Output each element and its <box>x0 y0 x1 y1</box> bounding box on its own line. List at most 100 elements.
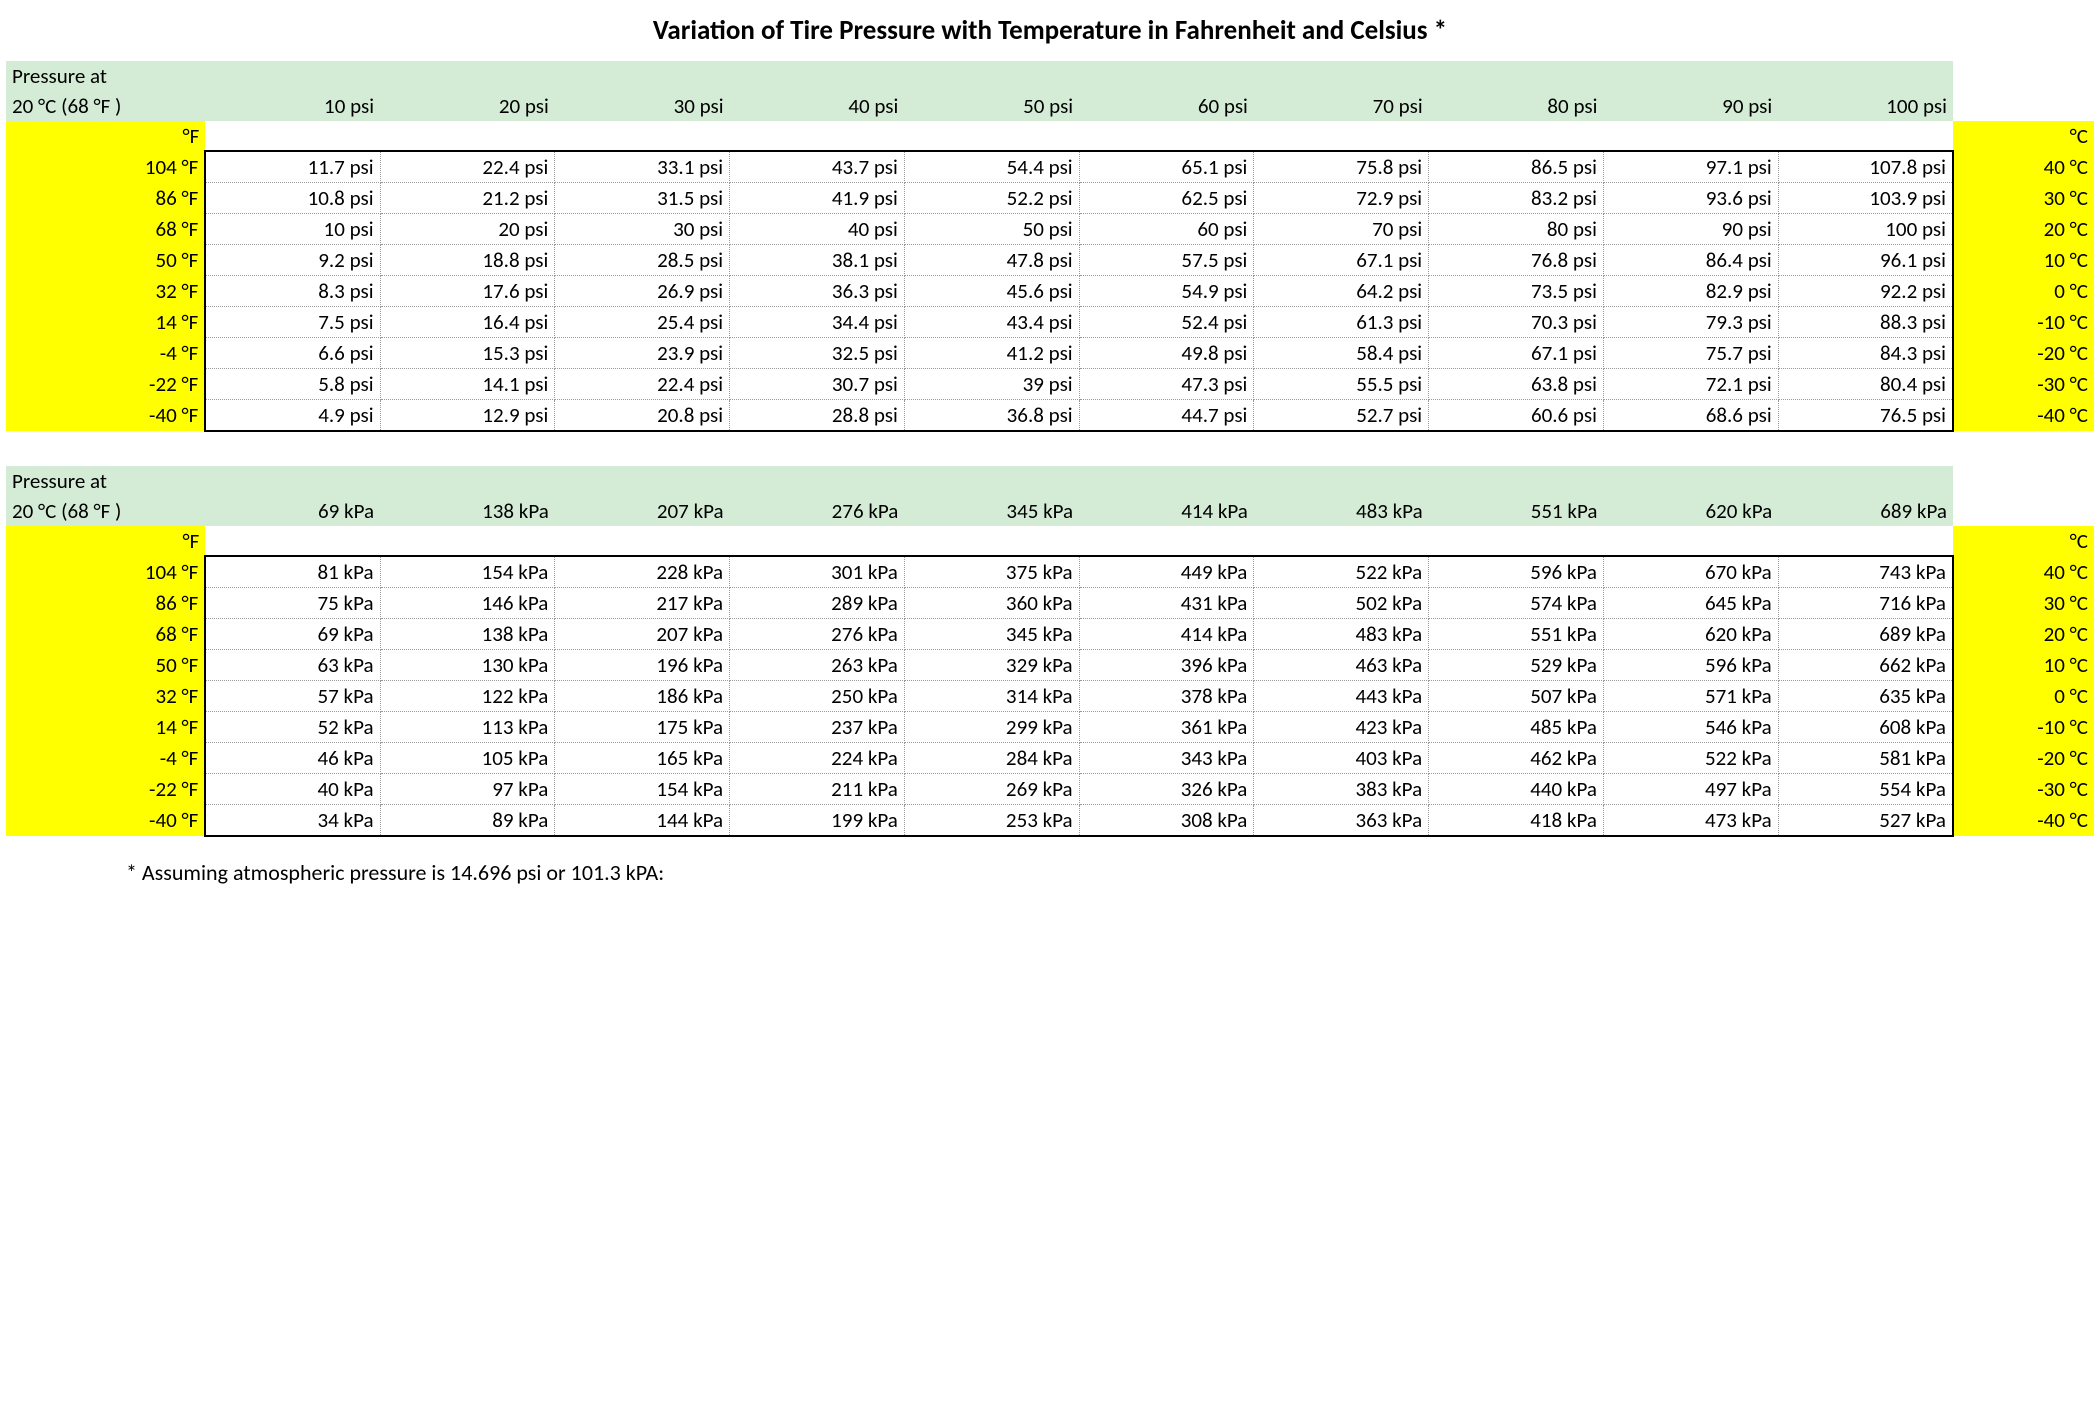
kpa-data-cell: 361 kPa <box>1079 712 1254 743</box>
psi-data-cell: 22.4 psi <box>555 369 730 400</box>
psi-data-cell: 67.1 psi <box>1429 338 1604 369</box>
psi-data-cell: 22.4 psi <box>380 151 555 183</box>
psi-data-cell: 88.3 psi <box>1778 307 1953 338</box>
kpa-col-header: 414 kPa <box>1079 496 1254 526</box>
psi-data-cell: 52.2 psi <box>904 183 1079 214</box>
psi-data-cell: 11.7 psi <box>205 151 380 183</box>
psi-data-cell: 100 psi <box>1778 214 1953 245</box>
kpa-data-cell: 165 kPa <box>555 743 730 774</box>
kpa-f-label: -22 °F <box>6 774 205 805</box>
kpa-c-label: -20 °C <box>1953 743 2094 774</box>
psi-data-cell: 32.5 psi <box>730 338 905 369</box>
kpa-col-header: 689 kPa <box>1778 496 1953 526</box>
psi-blank-cell <box>1254 121 1429 151</box>
kpa-col-header: 620 kPa <box>1603 496 1778 526</box>
kpa-data-cell: 463 kPa <box>1254 650 1429 681</box>
psi-blank-cell <box>730 121 905 151</box>
kpa-header-spacer <box>1953 466 2094 496</box>
kpa-data-cell: 34 kPa <box>205 805 380 837</box>
kpa-data-cell: 440 kPa <box>1429 774 1604 805</box>
psi-data-cell: 76.5 psi <box>1778 400 1953 432</box>
kpa-f-label: 50 °F <box>6 650 205 681</box>
kpa-c-label: 0 °C <box>1953 681 2094 712</box>
kpa-col-header: 551 kPa <box>1429 496 1604 526</box>
psi-f-label: 104 °F <box>6 151 205 183</box>
kpa-data-cell: 689 kPa <box>1778 619 1953 650</box>
psi-data-cell: 79.3 psi <box>1603 307 1778 338</box>
psi-data-cell: 58.4 psi <box>1254 338 1429 369</box>
psi-c-label: 40 °C <box>1953 151 2094 183</box>
kpa-data-cell: 608 kPa <box>1778 712 1953 743</box>
kpa-data-cell: 403 kPa <box>1254 743 1429 774</box>
psi-data-cell: 30.7 psi <box>730 369 905 400</box>
kpa-c-label: 30 °C <box>1953 588 2094 619</box>
psi-data-cell: 41.9 psi <box>730 183 905 214</box>
psi-data-cell: 72.9 psi <box>1254 183 1429 214</box>
kpa-data-cell: 97 kPa <box>380 774 555 805</box>
kpa-header-blank <box>1603 466 1778 496</box>
psi-data-cell: 20.8 psi <box>555 400 730 432</box>
psi-header-blank <box>1778 61 1953 91</box>
kpa-data-cell: 396 kPa <box>1079 650 1254 681</box>
psi-blank-cell <box>1429 121 1604 151</box>
kpa-f-label: 14 °F <box>6 712 205 743</box>
psi-data-cell: 107.8 psi <box>1778 151 1953 183</box>
kpa-data-cell: 383 kPa <box>1254 774 1429 805</box>
kpa-data-cell: 217 kPa <box>555 588 730 619</box>
psi-data-cell: 25.4 psi <box>555 307 730 338</box>
psi-f-label: 86 °F <box>6 183 205 214</box>
psi-data-cell: 86.5 psi <box>1429 151 1604 183</box>
kpa-data-cell: 105 kPa <box>380 743 555 774</box>
kpa-data-cell: 329 kPa <box>904 650 1079 681</box>
kpa-data-cell: 473 kPa <box>1603 805 1778 837</box>
psi-data-cell: 28.8 psi <box>730 400 905 432</box>
psi-header-label-2: 20 °C (68 °F ) <box>6 91 205 121</box>
kpa-blank-cell <box>555 526 730 556</box>
kpa-f-unit: °F <box>6 526 205 556</box>
psi-blank-cell <box>555 121 730 151</box>
psi-table-body: Pressure at20 °C (68 °F )10 psi20 psi30 … <box>6 61 2094 431</box>
psi-header-blank <box>555 61 730 91</box>
psi-data-cell: 6.6 psi <box>205 338 380 369</box>
psi-header-label-1: Pressure at <box>6 61 205 91</box>
psi-data-cell: 57.5 psi <box>1079 245 1254 276</box>
kpa-header-blank <box>1079 466 1254 496</box>
kpa-blank-cell <box>730 526 905 556</box>
psi-data-cell: 67.1 psi <box>1254 245 1429 276</box>
psi-data-cell: 86.4 psi <box>1603 245 1778 276</box>
psi-data-cell: 10.8 psi <box>205 183 380 214</box>
kpa-data-cell: 743 kPa <box>1778 556 1953 588</box>
psi-blank-cell <box>1778 121 1953 151</box>
kpa-data-cell: 40 kPa <box>205 774 380 805</box>
psi-c-label: 10 °C <box>1953 245 2094 276</box>
psi-data-cell: 36.3 psi <box>730 276 905 307</box>
psi-f-label: -4 °F <box>6 338 205 369</box>
psi-col-header: 50 psi <box>904 91 1079 121</box>
psi-col-header: 100 psi <box>1778 91 1953 121</box>
kpa-table-body: Pressure at20 °C (68 °F )69 kPa138 kPa20… <box>6 466 2094 836</box>
kpa-data-cell: 175 kPa <box>555 712 730 743</box>
psi-col-header: 70 psi <box>1254 91 1429 121</box>
kpa-header-blank <box>555 466 730 496</box>
psi-data-cell: 43.4 psi <box>904 307 1079 338</box>
kpa-data-cell: 289 kPa <box>730 588 905 619</box>
kpa-data-cell: 581 kPa <box>1778 743 1953 774</box>
kpa-data-cell: 483 kPa <box>1254 619 1429 650</box>
psi-f-unit: °F <box>6 121 205 151</box>
kpa-header-blank <box>380 466 555 496</box>
kpa-data-cell: 497 kPa <box>1603 774 1778 805</box>
kpa-col-header: 276 kPa <box>730 496 905 526</box>
kpa-c-label: -10 °C <box>1953 712 2094 743</box>
psi-data-cell: 8.3 psi <box>205 276 380 307</box>
psi-data-cell: 18.8 psi <box>380 245 555 276</box>
kpa-data-cell: 546 kPa <box>1603 712 1778 743</box>
psi-data-cell: 16.4 psi <box>380 307 555 338</box>
kpa-data-cell: 343 kPa <box>1079 743 1254 774</box>
kpa-col-header: 138 kPa <box>380 496 555 526</box>
psi-data-cell: 31.5 psi <box>555 183 730 214</box>
kpa-blank-cell <box>205 526 380 556</box>
kpa-data-cell: 522 kPa <box>1254 556 1429 588</box>
psi-blank-cell <box>205 121 380 151</box>
kpa-data-cell: 716 kPa <box>1778 588 1953 619</box>
psi-col-header: 90 psi <box>1603 91 1778 121</box>
